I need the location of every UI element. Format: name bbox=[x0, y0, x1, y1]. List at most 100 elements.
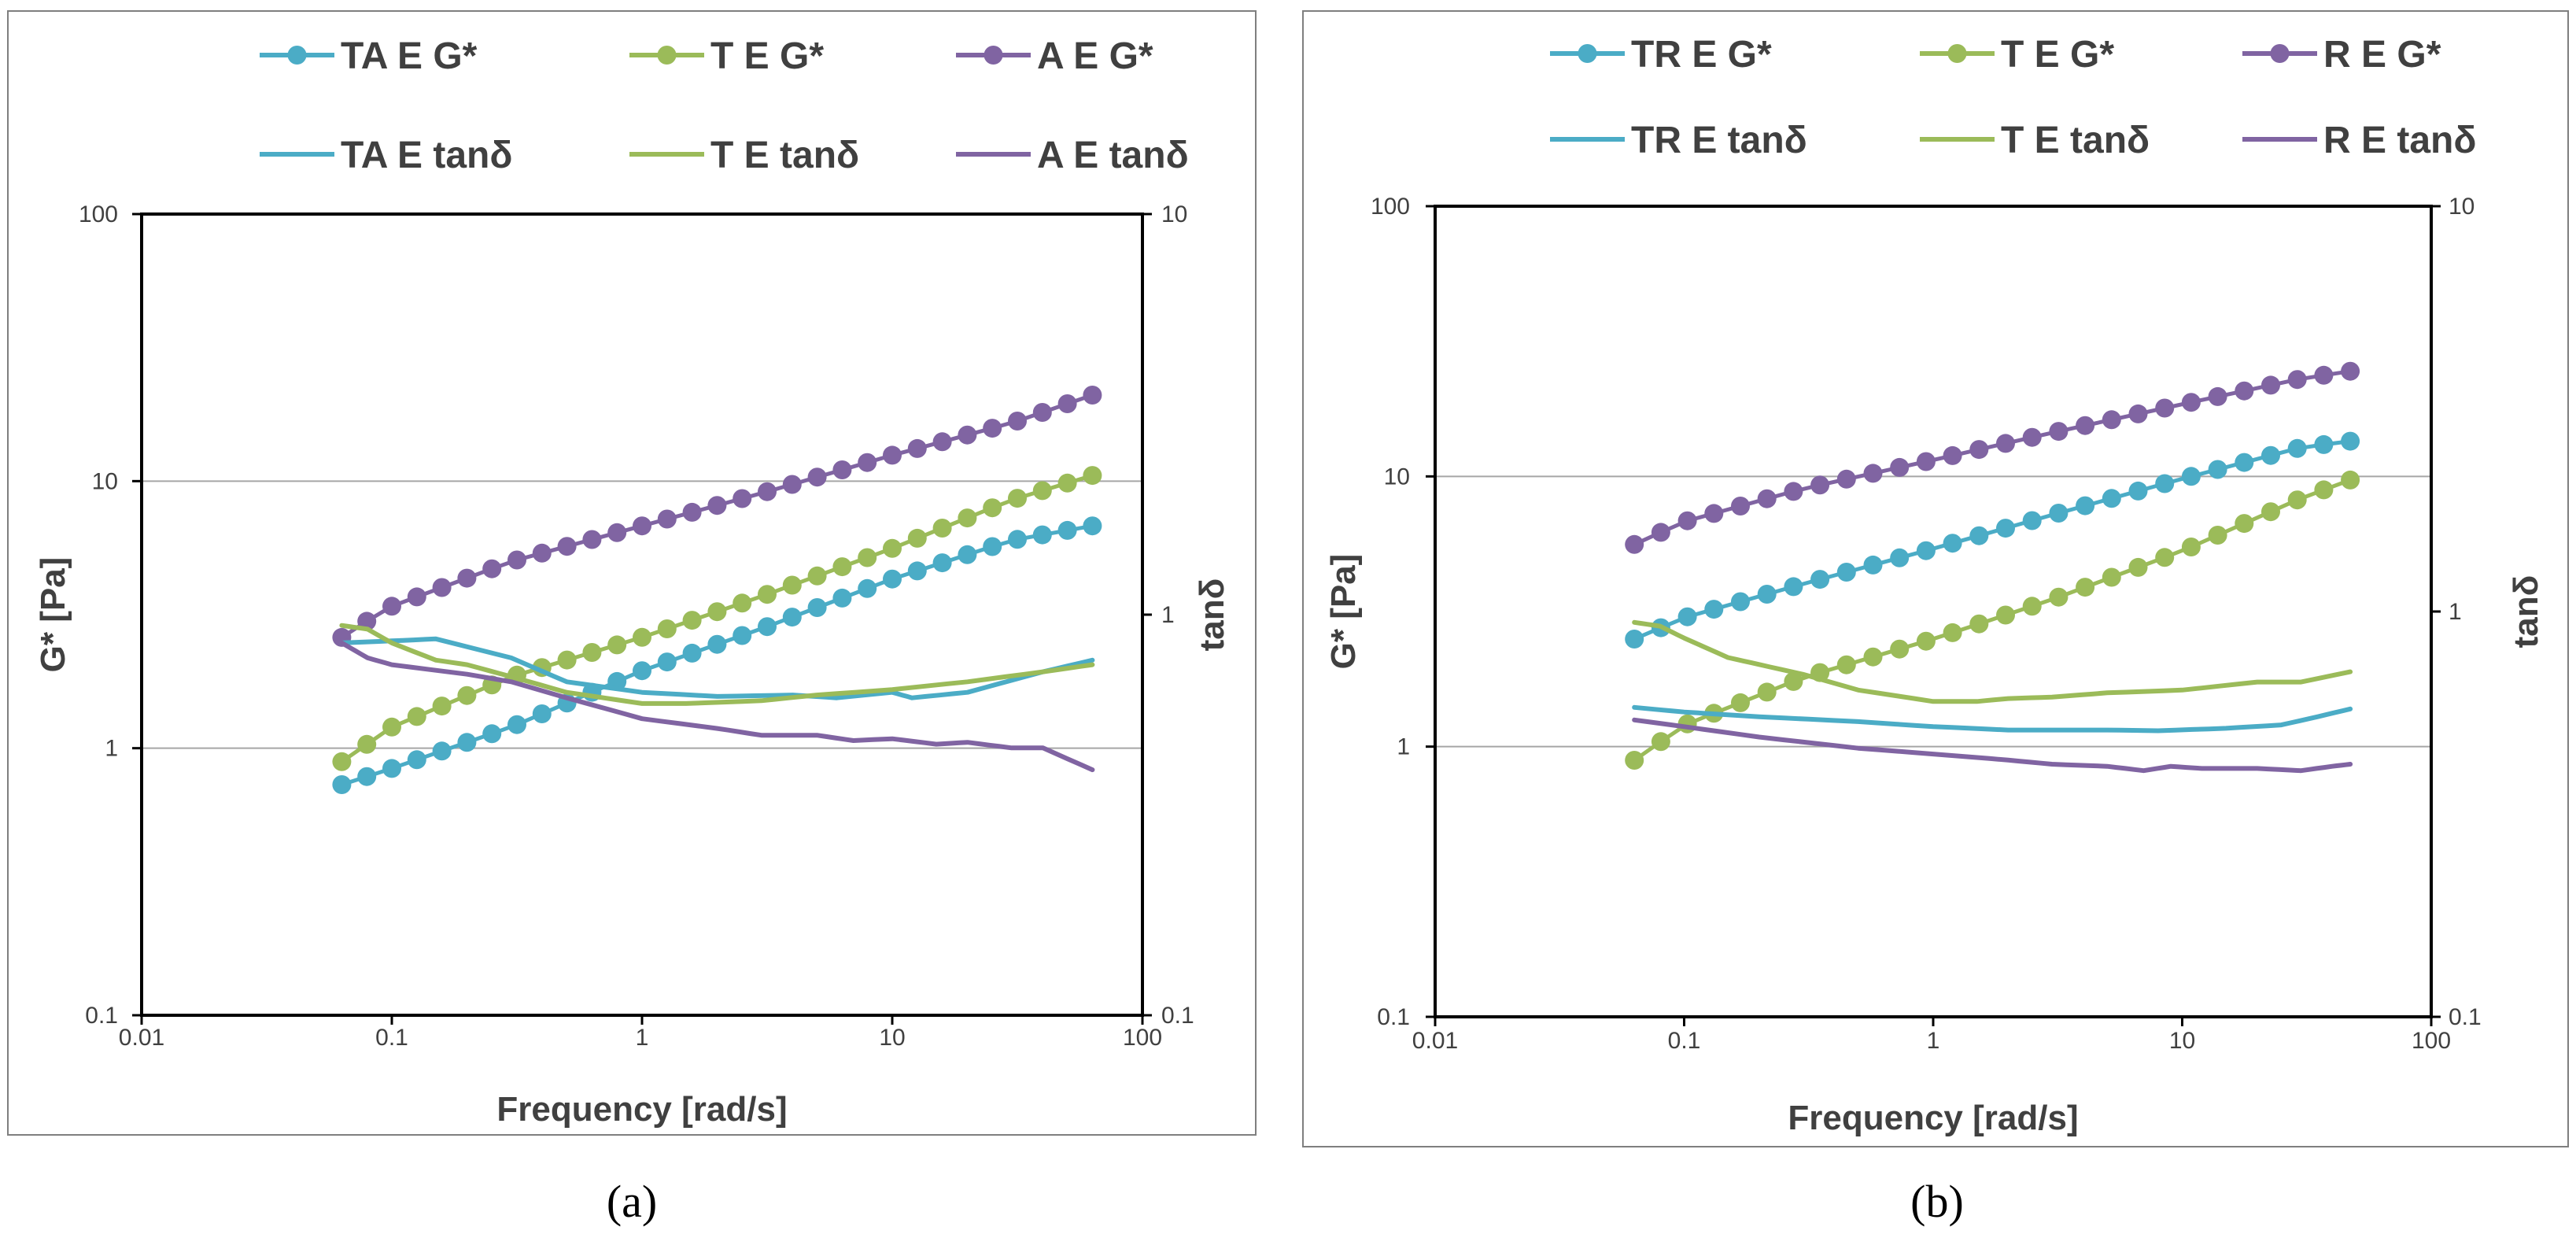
data-point bbox=[758, 482, 777, 501]
data-point bbox=[482, 724, 502, 744]
data-point bbox=[2076, 416, 2095, 435]
data-point bbox=[1996, 519, 2015, 538]
y2-axis-title: tanδ bbox=[2507, 575, 2545, 649]
data-point bbox=[1651, 523, 1670, 542]
data-point bbox=[2155, 398, 2175, 418]
data-point bbox=[832, 460, 852, 479]
x-tick-label: 0.01 bbox=[1412, 1028, 1458, 1054]
data-point bbox=[1836, 655, 1856, 674]
legend-label: TR E tanδ bbox=[1631, 120, 1807, 161]
data-point bbox=[1083, 386, 1102, 405]
data-point bbox=[807, 566, 827, 586]
legend-item: T E G* bbox=[1920, 34, 2114, 76]
series-ta-e-tan bbox=[339, 636, 1095, 700]
y2-tick-label: 0.1 bbox=[1161, 1003, 1194, 1029]
legend-label: A E G* bbox=[1037, 35, 1153, 77]
data-point bbox=[1863, 555, 1883, 575]
legend-swatch-marker bbox=[2270, 44, 2290, 63]
data-point bbox=[682, 643, 702, 663]
data-point bbox=[1784, 482, 1803, 501]
chart-frame bbox=[7, 10, 1257, 1136]
data-point bbox=[2208, 386, 2227, 406]
y-tick-label: 10 bbox=[1384, 464, 1410, 490]
data-point bbox=[557, 537, 577, 556]
series-a-e-tan bbox=[339, 640, 1095, 773]
data-point bbox=[1625, 534, 1644, 554]
data-point bbox=[2128, 557, 2148, 577]
legend-label: A E tanδ bbox=[1037, 135, 1189, 176]
data-point bbox=[2181, 393, 2201, 412]
data-point bbox=[532, 543, 552, 563]
legend-item: A E tanδ bbox=[956, 135, 1189, 176]
data-point bbox=[1057, 394, 1077, 413]
data-point bbox=[1916, 631, 1936, 651]
data-point bbox=[733, 489, 752, 508]
series-tr-e-g bbox=[1625, 431, 2360, 649]
x-tick-label: 10 bbox=[879, 1025, 905, 1051]
legend-item: A E G* bbox=[956, 35, 1153, 77]
data-point bbox=[1677, 607, 1697, 626]
data-point bbox=[1863, 647, 1883, 667]
y2-tick-label: 10 bbox=[1161, 201, 1187, 227]
data-point bbox=[2076, 578, 2095, 597]
legend-item: TA E G* bbox=[260, 35, 478, 77]
data-point bbox=[432, 741, 452, 761]
series-line bbox=[339, 623, 1095, 706]
legend-swatch-marker bbox=[984, 46, 1003, 65]
data-point bbox=[932, 432, 952, 452]
data-point bbox=[1057, 520, 1077, 540]
data-point bbox=[2287, 438, 2307, 458]
y-tick-label: 100 bbox=[79, 201, 118, 227]
data-point bbox=[1008, 530, 1027, 549]
data-point bbox=[1810, 475, 1830, 495]
x-axis-title: Frequency [rad/s] bbox=[496, 1090, 787, 1129]
data-point bbox=[2261, 445, 2280, 465]
y2-axis-title: tanδ bbox=[1193, 578, 1231, 652]
data-point bbox=[1996, 434, 2015, 453]
series-line bbox=[339, 636, 1095, 700]
legend: TA E G* T E G* A E G* TA E tanδ T E tanδ A E … bbox=[260, 35, 1189, 176]
data-point bbox=[2341, 431, 2360, 451]
data-point bbox=[1704, 600, 1724, 619]
data-point bbox=[2155, 474, 2175, 493]
legend-item: R E G* bbox=[2242, 34, 2441, 76]
data-point bbox=[907, 528, 927, 548]
data-point bbox=[2287, 370, 2307, 390]
data-point bbox=[407, 587, 426, 607]
series-t-e-tan bbox=[339, 623, 1095, 706]
data-point bbox=[2022, 511, 2042, 530]
data-point bbox=[958, 425, 977, 445]
legend-label: T E G* bbox=[2001, 34, 2114, 76]
data-point bbox=[2049, 587, 2069, 607]
x-tick-label: 100 bbox=[1123, 1025, 1162, 1051]
y2-tick-label: 1 bbox=[2449, 599, 2462, 625]
data-point bbox=[2235, 381, 2254, 401]
x-tick-label: 0.01 bbox=[119, 1025, 164, 1051]
data-point bbox=[1810, 570, 1830, 589]
data-point bbox=[782, 475, 802, 494]
y-tick-label: 10 bbox=[92, 468, 118, 494]
series-r-e-g bbox=[1625, 361, 2360, 554]
data-point bbox=[758, 617, 777, 637]
y-axis-title: G* [Pa] bbox=[1324, 554, 1363, 670]
data-point bbox=[1083, 466, 1102, 486]
data-point bbox=[1943, 534, 1962, 553]
data-point bbox=[958, 545, 977, 564]
data-point bbox=[1008, 412, 1027, 430]
data-point bbox=[1651, 732, 1670, 752]
data-point bbox=[607, 635, 627, 655]
data-point bbox=[858, 453, 877, 472]
data-point bbox=[432, 578, 452, 597]
legend-label: T E G* bbox=[710, 35, 824, 77]
data-point bbox=[1836, 469, 1856, 489]
data-point bbox=[1890, 639, 1910, 659]
data-point bbox=[582, 643, 602, 662]
data-point bbox=[932, 519, 952, 538]
legend-item: T E tanδ bbox=[1920, 120, 2150, 161]
data-point bbox=[1969, 614, 1989, 634]
data-point bbox=[707, 634, 727, 654]
data-point bbox=[2208, 526, 2227, 545]
data-point bbox=[2076, 496, 2095, 515]
data-point bbox=[1625, 751, 1644, 770]
